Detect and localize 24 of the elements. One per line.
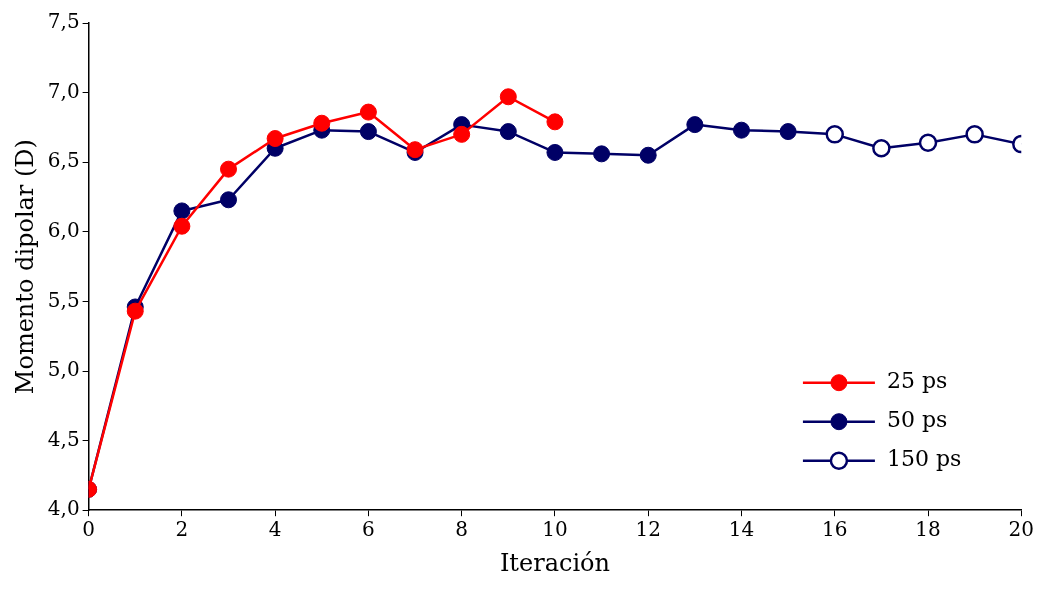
- x-tick-label: 20: [1008, 517, 1034, 542]
- x-tick-label: 16: [822, 517, 848, 542]
- legend-label: 25 ps: [886, 368, 948, 394]
- y-axis-title: Momento dipolar (D): [10, 139, 39, 395]
- x-tick-label: 0: [82, 517, 95, 542]
- x-tick-label: 8: [455, 517, 469, 542]
- y-tick-label: 5,5: [47, 287, 80, 312]
- legend-label: 50 ps: [886, 407, 948, 433]
- y-tick-label: 6,5: [47, 148, 80, 173]
- legend-label: 150 ps: [886, 446, 962, 472]
- x-tick-label: 18: [915, 517, 941, 542]
- x-tick-label: 2: [175, 517, 189, 542]
- x-tick-label: 12: [635, 517, 661, 542]
- x-tick-label: 4: [268, 517, 282, 542]
- x-axis-title: Iteración: [499, 548, 611, 577]
- y-tick-label: 7,5: [47, 9, 80, 34]
- y-tick-label: 5,0: [47, 357, 80, 382]
- y-tick-label: 4,5: [47, 426, 80, 451]
- y-tick-label: 6,0: [47, 218, 80, 242]
- y-tick-label: 4,0: [47, 496, 80, 521]
- y-tick-label: 7,0: [47, 78, 80, 103]
- x-tick-label: 14: [728, 517, 755, 542]
- x-tick-label: 6: [362, 517, 375, 542]
- x-tick-label: 10: [542, 517, 568, 542]
